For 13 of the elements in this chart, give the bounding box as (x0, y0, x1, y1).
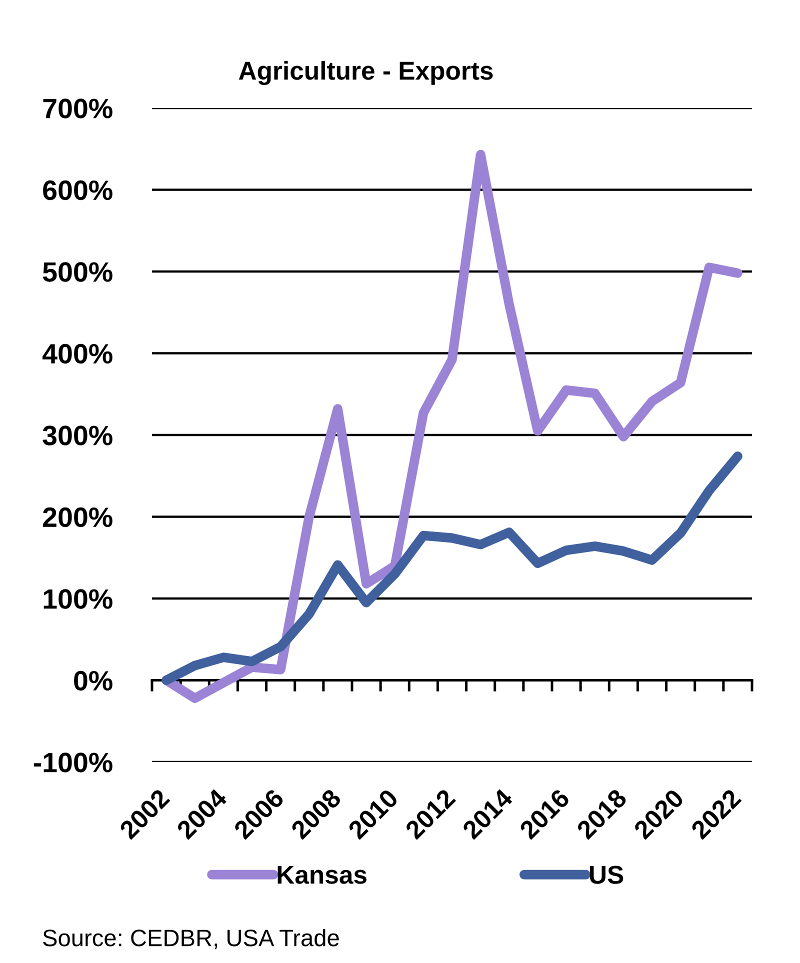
y-tick-label: 200% (43, 507, 112, 528)
chart-title: Agriculture - Exports (238, 60, 493, 86)
y-tick-label: 300% (42, 426, 112, 446)
legend-label: Kansas (278, 866, 366, 884)
y-tick-label: 400% (42, 344, 112, 364)
y-tick-label: -100% (34, 752, 112, 772)
y-tick-label: 700% (43, 98, 112, 118)
legend-label: US (590, 866, 624, 884)
y-tick-label: 100% (44, 589, 112, 609)
y-tick-label: 500% (42, 262, 112, 282)
y-tick-label: 0% (74, 670, 112, 691)
source-note: Source: CEDBR, USA Trade (43, 928, 339, 950)
y-tick-label: 600% (43, 180, 112, 200)
